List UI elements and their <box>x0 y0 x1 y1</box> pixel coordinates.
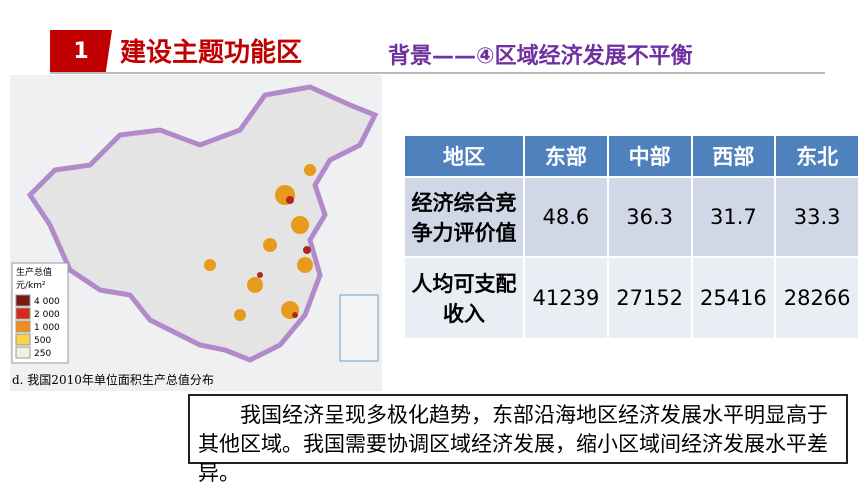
legend-title: 生产总值 <box>16 266 52 278</box>
legend-swatch <box>15 320 31 333</box>
map: 生产总值 元/km² 4 000 2 000 1 000 500 250 <box>11 84 379 364</box>
map-figure: 生产总值 元/km² 4 000 2 000 1 000 500 250 d. 我国20… <box>10 75 382 391</box>
legend-label: 4 000 <box>34 297 60 307</box>
density-dots <box>204 164 316 321</box>
data-table: 地区 东部 中部 西部 东北 经济综合竞争力评价值 48.6 36.3 31.7 33.3 人均… <box>402 134 860 340</box>
row-header: 人均可支配收入 <box>402 256 526 340</box>
inset-map <box>339 294 379 362</box>
legend-unit: 元/km² <box>16 281 46 291</box>
value-cell: 33.3 <box>774 176 860 258</box>
legend-swatch <box>15 307 31 320</box>
legend-swatch <box>15 346 31 359</box>
high-density-dots <box>257 196 311 318</box>
value-cell: 28266 <box>774 256 860 340</box>
country-outline <box>26 84 379 363</box>
value-cell: 27152 <box>606 256 693 340</box>
legend-label: 500 <box>34 336 51 346</box>
title: 建设主题功能区 <box>120 38 303 68</box>
value-cell: 41239 <box>523 256 609 340</box>
value-cell: 48.6 <box>523 176 609 258</box>
legend-label: 250 <box>34 349 51 359</box>
header-cell: 地区 <box>402 134 526 178</box>
map-caption: d. 我国2010年单位面积生产总值分布 <box>12 373 214 387</box>
header-cell: 东北 <box>774 134 860 178</box>
header-cell: 西部 <box>690 134 777 178</box>
divider <box>50 72 825 74</box>
legend-label: 1 000 <box>34 323 60 333</box>
header-cell: 中部 <box>606 134 693 178</box>
section-badge: 1 <box>50 30 112 72</box>
legend-swatch <box>15 333 31 346</box>
summary-text: 我国经济呈现多极化趋势，东部沿海地区经济发展水平明显高于其他区域。我国需要协调区… <box>188 394 848 484</box>
value-cell: 25416 <box>690 256 777 340</box>
legend-label: 2 000 <box>34 310 60 320</box>
header-cell: 东部 <box>523 134 609 178</box>
row-header: 经济综合竞争力评价值 <box>402 176 526 258</box>
value-cell: 36.3 <box>606 176 693 258</box>
subtitle: 背景——④区域经济发展不平衡 <box>388 44 693 69</box>
value-cell: 31.7 <box>690 176 777 258</box>
legend-swatch <box>15 294 31 307</box>
